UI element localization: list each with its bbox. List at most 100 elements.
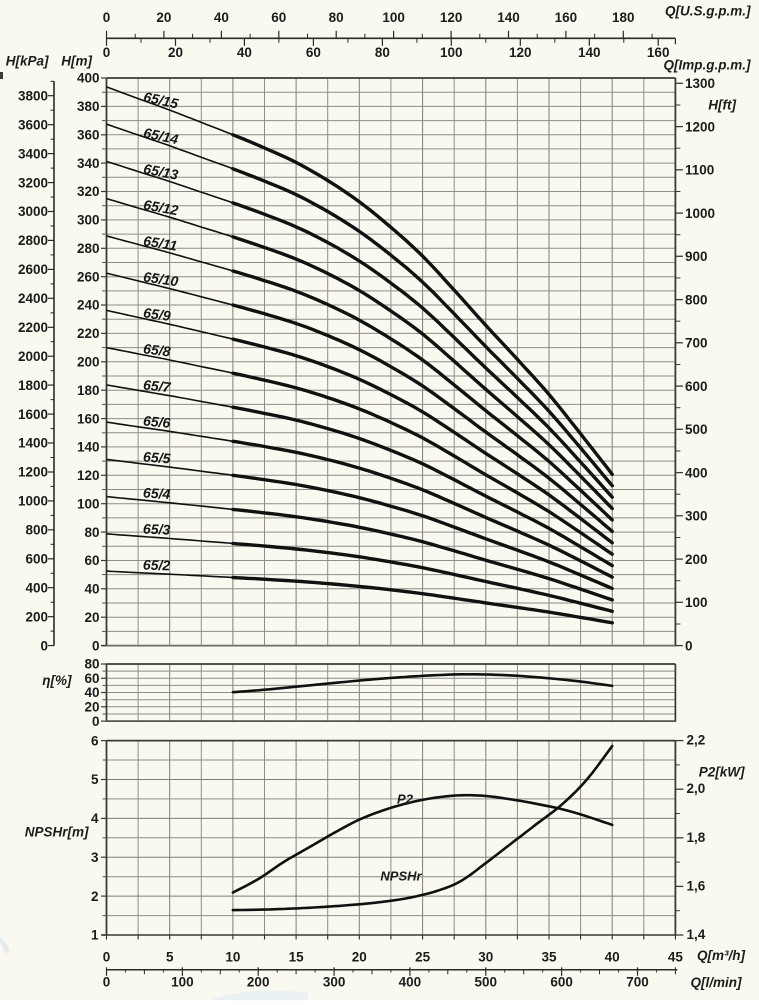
svg-text:380: 380 (77, 99, 100, 114)
svg-text:20: 20 (84, 610, 99, 625)
svg-text:100: 100 (77, 496, 100, 511)
svg-text:160: 160 (77, 411, 100, 426)
svg-text:Q[Imp.g.p.m.]: Q[Imp.g.p.m.] (664, 57, 751, 72)
svg-text:NPSHr[m]: NPSHr[m] (25, 824, 89, 839)
svg-text:160: 160 (555, 10, 578, 25)
svg-text:80: 80 (84, 657, 99, 672)
svg-text:200: 200 (77, 355, 100, 370)
svg-text:600: 600 (550, 975, 573, 990)
svg-text:20: 20 (84, 700, 99, 715)
svg-text:65/3: 65/3 (143, 521, 171, 538)
svg-text:280: 280 (77, 241, 100, 256)
svg-text:65/12: 65/12 (142, 196, 180, 218)
svg-text:25: 25 (415, 950, 431, 965)
svg-text:P2[kW]: P2[kW] (699, 765, 745, 780)
svg-text:120: 120 (440, 10, 463, 25)
svg-text:3600: 3600 (18, 117, 48, 132)
svg-text:80: 80 (84, 525, 99, 540)
svg-text:1800: 1800 (18, 378, 48, 393)
svg-text:400: 400 (399, 975, 422, 990)
svg-text:700: 700 (626, 975, 649, 990)
svg-text:120: 120 (509, 45, 532, 60)
svg-text:5: 5 (166, 950, 174, 965)
svg-text:140: 140 (497, 10, 520, 25)
svg-text:Q[m³/h]: Q[m³/h] (697, 948, 745, 963)
svg-text:3000: 3000 (18, 204, 48, 219)
svg-text:500: 500 (475, 975, 498, 990)
svg-text:40: 40 (605, 950, 620, 965)
svg-text:360: 360 (77, 128, 100, 143)
svg-text:65/10: 65/10 (142, 268, 179, 289)
svg-text:0: 0 (103, 950, 111, 965)
svg-text:60: 60 (271, 10, 286, 25)
svg-text:20: 20 (168, 45, 183, 60)
svg-text:30: 30 (478, 950, 493, 965)
svg-text:20: 20 (352, 950, 367, 965)
svg-text:1,8: 1,8 (687, 830, 706, 845)
svg-text:2400: 2400 (18, 291, 48, 306)
svg-text:40: 40 (84, 582, 99, 597)
svg-text:40: 40 (237, 45, 252, 60)
svg-text:140: 140 (578, 45, 601, 60)
svg-text:65/7: 65/7 (142, 376, 172, 395)
svg-text:1000: 1000 (18, 494, 48, 509)
svg-text:200: 200 (685, 552, 708, 567)
svg-text:20: 20 (156, 10, 171, 25)
svg-text:0: 0 (92, 638, 100, 653)
svg-text:100: 100 (685, 595, 708, 610)
svg-text:340: 340 (77, 156, 100, 171)
svg-text:H[ft]: H[ft] (708, 98, 736, 113)
svg-text:400: 400 (25, 580, 48, 595)
svg-text:Q[U.S.g.p.m.]: Q[U.S.g.p.m.] (665, 3, 751, 18)
svg-text:65/13: 65/13 (142, 160, 180, 182)
svg-text:65/14: 65/14 (142, 124, 180, 147)
svg-text:500: 500 (685, 422, 708, 437)
svg-text:6: 6 (91, 733, 99, 748)
svg-text:60: 60 (84, 671, 99, 686)
svg-text:300: 300 (685, 509, 708, 524)
svg-text:65/2: 65/2 (143, 557, 171, 574)
svg-text:1: 1 (91, 928, 99, 943)
svg-text:400: 400 (77, 71, 100, 86)
svg-text:H[kPa]: H[kPa] (6, 53, 49, 68)
svg-text:1100: 1100 (685, 163, 714, 178)
svg-text:65/4: 65/4 (143, 484, 171, 502)
svg-text:65/8: 65/8 (142, 340, 171, 359)
svg-text:1400: 1400 (18, 436, 48, 451)
svg-text:3800: 3800 (18, 88, 48, 103)
svg-text:1,4: 1,4 (687, 927, 706, 942)
svg-text:140: 140 (77, 440, 100, 455)
svg-text:2,0: 2,0 (687, 781, 706, 796)
svg-text:1300: 1300 (685, 76, 715, 91)
svg-text:120: 120 (77, 468, 100, 483)
svg-text:200: 200 (25, 609, 48, 624)
svg-text:P2: P2 (397, 792, 414, 807)
svg-text:1000: 1000 (685, 206, 715, 221)
svg-text:2200: 2200 (18, 320, 48, 335)
svg-text:40: 40 (214, 10, 229, 25)
svg-text:0: 0 (103, 10, 111, 25)
svg-text:65/15: 65/15 (142, 88, 180, 111)
svg-text:15: 15 (289, 950, 305, 965)
svg-text:180: 180 (77, 383, 100, 398)
svg-text:300: 300 (77, 213, 100, 228)
svg-text:1200: 1200 (685, 119, 715, 134)
svg-text:65/6: 65/6 (143, 412, 172, 430)
svg-text:0: 0 (92, 714, 100, 729)
svg-text:2: 2 (91, 889, 99, 904)
svg-text:2800: 2800 (18, 233, 48, 248)
svg-text:1200: 1200 (18, 465, 48, 480)
svg-text:80: 80 (329, 10, 344, 25)
svg-text:3: 3 (91, 850, 99, 865)
svg-text:900: 900 (685, 249, 708, 264)
svg-text:10: 10 (225, 950, 240, 965)
svg-text:180: 180 (612, 10, 635, 25)
svg-text:60: 60 (306, 45, 321, 60)
svg-text:1,6: 1,6 (687, 878, 706, 893)
svg-text:0: 0 (103, 975, 111, 990)
svg-text:400: 400 (685, 465, 708, 480)
svg-text:220: 220 (77, 326, 100, 341)
svg-text:4: 4 (91, 811, 99, 826)
svg-text:65/9: 65/9 (142, 304, 171, 323)
svg-text:1600: 1600 (18, 407, 48, 422)
